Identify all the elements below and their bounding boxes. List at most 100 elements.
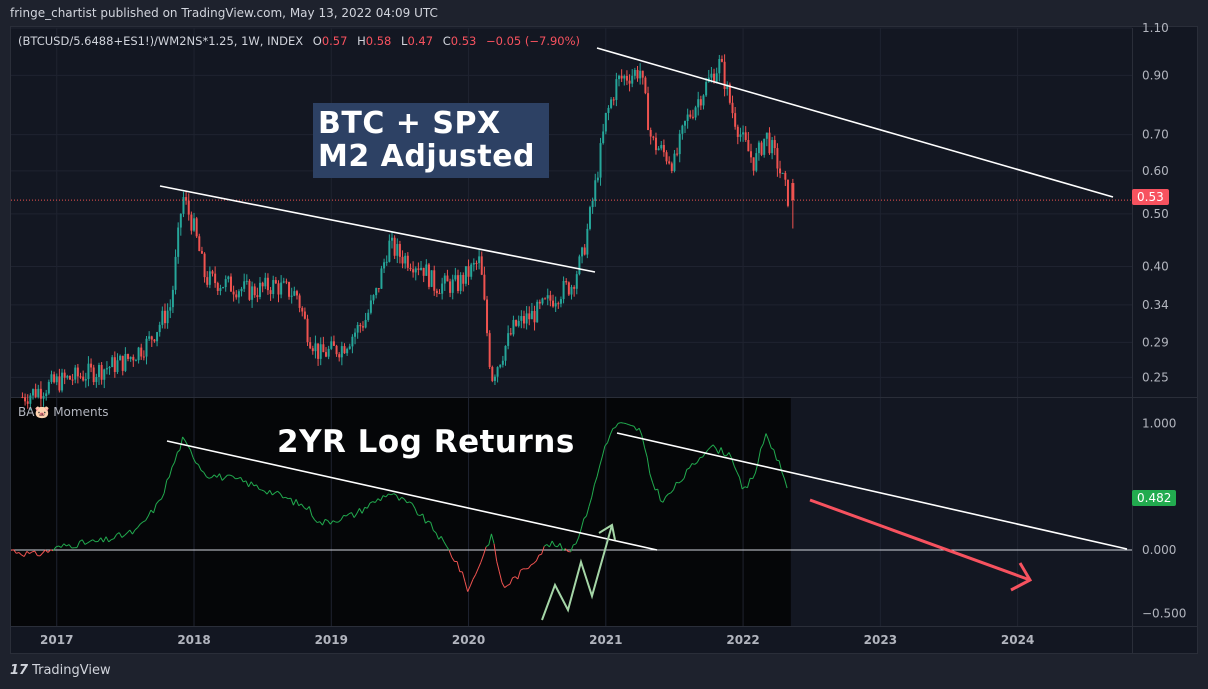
candle-body xyxy=(668,161,671,164)
candle-body xyxy=(206,277,209,285)
symbol-legend: (BTCUSD/5.6488+ES1!)/WM2NS*1.25, 1W, IND… xyxy=(18,34,580,48)
tradingview-brand[interactable]: 17 TradingView xyxy=(10,663,111,678)
oscillator-segment xyxy=(374,498,379,503)
candle-body xyxy=(285,281,288,283)
oscillator-segment xyxy=(306,506,310,510)
oscillator-segment xyxy=(631,425,635,427)
candle-body xyxy=(538,301,541,304)
oscillator-segment xyxy=(317,521,321,524)
oscillator-segment xyxy=(644,447,648,458)
trendline-2021-2022 xyxy=(596,47,1114,198)
oscillator-segment xyxy=(26,551,30,554)
osc-axis-label: 0.000 xyxy=(1142,543,1176,557)
oscillator-segment xyxy=(166,476,170,481)
last-price-badge: 0.53 xyxy=(1132,189,1169,205)
oscillator-segment xyxy=(446,545,450,551)
oscillator-segment xyxy=(507,583,511,587)
oscillator-segment xyxy=(501,582,506,588)
oscillator-segment xyxy=(512,576,516,579)
candle-body xyxy=(612,99,615,101)
candle-body xyxy=(237,291,240,298)
oscillator-segment xyxy=(60,543,65,548)
candle-body xyxy=(396,244,399,256)
candle-body xyxy=(364,319,367,328)
oscillator-segment xyxy=(686,467,690,470)
candle-body xyxy=(259,282,262,297)
candle-body xyxy=(354,332,357,337)
oscillator-segment xyxy=(783,478,788,489)
candle-body xyxy=(454,275,457,280)
candle-body xyxy=(681,125,684,134)
oscillator-segment xyxy=(274,490,278,494)
oscillator-segment xyxy=(221,477,226,481)
candle-body xyxy=(406,255,409,268)
candle-body xyxy=(588,207,591,229)
candle-body xyxy=(37,388,40,397)
oscillator-segment xyxy=(97,537,102,542)
ohlc-close-value: 0.53 xyxy=(450,34,477,48)
oscillator-segment xyxy=(707,446,711,451)
candle-body xyxy=(95,376,98,383)
candle-body xyxy=(187,200,190,215)
candle-body xyxy=(121,355,124,371)
oscillator-segment xyxy=(277,490,281,494)
oscillator-segment xyxy=(480,554,484,563)
oscillator-segment xyxy=(723,454,727,457)
candle-body xyxy=(499,364,502,368)
oscillator-segment xyxy=(746,478,751,488)
candle-body xyxy=(739,134,742,137)
oscillator-segment xyxy=(618,422,621,424)
candle-body xyxy=(726,84,729,90)
oscillator-segment xyxy=(628,424,632,427)
candle-body xyxy=(522,316,525,324)
candle-body xyxy=(216,283,219,291)
oscillator-segment xyxy=(208,476,212,479)
oscillator-segment xyxy=(34,550,38,556)
oscillator-segment xyxy=(211,474,215,478)
candle-body xyxy=(356,324,359,333)
candle-body xyxy=(338,354,341,358)
oscillator-segment xyxy=(126,529,131,534)
candle-body xyxy=(335,345,338,355)
price-axis-label: 1.10 xyxy=(1142,21,1169,35)
oscillator-segment xyxy=(541,546,545,555)
oscillator-segment xyxy=(81,539,86,545)
candle-body xyxy=(66,375,69,378)
candle-body xyxy=(544,298,547,300)
oscillator-segment xyxy=(39,552,44,557)
candle-body xyxy=(330,341,333,349)
oscillator-segment xyxy=(504,585,508,588)
oscillator-segment xyxy=(527,564,532,569)
candle-body xyxy=(264,277,267,287)
oscillator-segment xyxy=(16,552,20,554)
candle-body xyxy=(39,388,42,399)
oscillator-segment xyxy=(599,456,603,467)
candle-body xyxy=(200,251,203,254)
candle-body xyxy=(272,280,275,295)
candle-body xyxy=(298,295,301,308)
oscillator-segment xyxy=(456,561,461,572)
candle-body xyxy=(734,113,737,127)
candle-body xyxy=(375,288,378,296)
oscillator-segment xyxy=(353,513,358,518)
candle-body xyxy=(340,346,343,358)
oscillator-segment xyxy=(121,535,125,538)
candle-body xyxy=(599,143,602,178)
oscillator-segment xyxy=(757,448,762,463)
oscillator-segment xyxy=(395,494,400,501)
candle-body xyxy=(84,379,87,381)
candle-body xyxy=(383,262,386,269)
candle-body xyxy=(467,266,470,277)
oscillator-segment xyxy=(298,503,302,507)
oscillator-segment xyxy=(359,508,363,514)
candle-body xyxy=(438,293,441,295)
candle-body xyxy=(433,270,436,291)
oscillator-segment xyxy=(168,466,173,478)
oscillator-segment xyxy=(496,561,500,573)
candle-body xyxy=(42,396,45,399)
candle-body xyxy=(615,79,618,100)
oscillator-segment xyxy=(311,515,315,521)
oscillator-segment xyxy=(562,548,566,551)
candle-body xyxy=(153,339,156,342)
